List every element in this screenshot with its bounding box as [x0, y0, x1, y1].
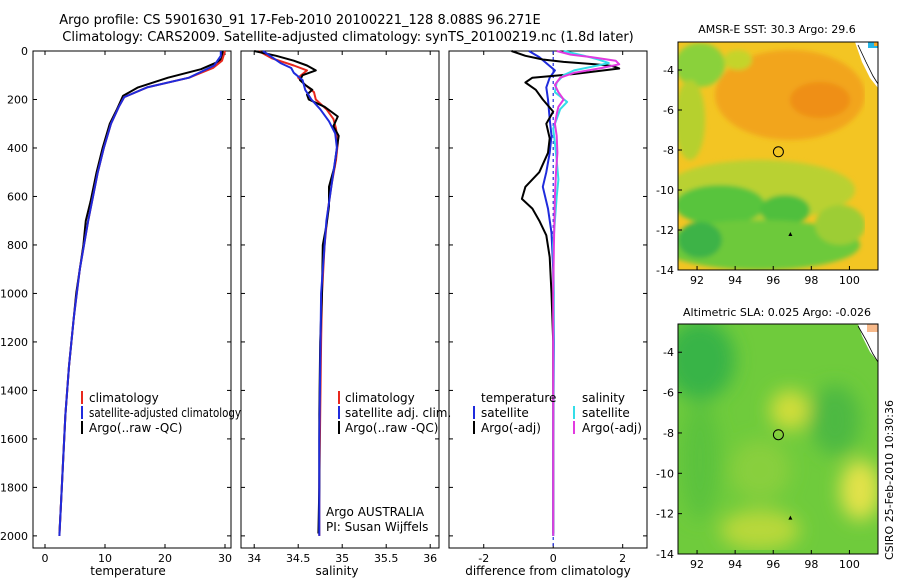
x-tick-label: 35.5: [374, 552, 399, 565]
series-line-salinity-argo-adj-: [552, 50, 621, 536]
depth-tick-label: 800: [7, 239, 28, 252]
x-tick-label: -2: [478, 552, 489, 565]
map-y-tick-label: -10: [656, 184, 674, 197]
x-tick-label: 36: [423, 552, 437, 565]
sst-map-axes: 92 94 96 98 100 -4 -6 -8 -10 -12 -14: [656, 64, 860, 287]
depth-tick-label: 1600: [0, 433, 28, 446]
difference-panel: -2 0 2: [478, 50, 626, 565]
legend-label-climatology: climatology: [89, 391, 159, 405]
legend-label-sal-argo: Argo(-adj): [582, 421, 642, 435]
salinity-panel: 34 34.5 35 35.5 36: [247, 50, 437, 565]
temperature-panel-frame: [32, 50, 232, 549]
map-x-tick-label: 100: [839, 274, 860, 287]
depth-tick-label: 1800: [0, 481, 28, 494]
map-y-tick-label: -8: [663, 427, 674, 440]
map-x-tick-label: 100: [839, 558, 860, 571]
series-line-argo-raw-qc-: [58, 50, 224, 534]
depth-tick-label: 400: [7, 142, 28, 155]
x-tick-label: 20: [158, 552, 172, 565]
map-y-tick-label: -6: [663, 387, 674, 400]
legend-header-temperature: temperature: [481, 391, 556, 405]
legend-label-temp-argo: Argo(-adj): [481, 421, 541, 435]
difference-panel-frame: [448, 50, 648, 549]
x-tick-label: 34.5: [286, 552, 311, 565]
series-line-satellite-adj-clim-: [262, 50, 338, 536]
map-y-tick-label: -12: [656, 224, 674, 237]
sst-map-title: AMSR-E SST: 30.3 Argo: 29.6: [698, 23, 856, 36]
salinity-legend: climatology satellite adj. clim. Argo(..…: [326, 391, 451, 534]
sst-map-frame: [677, 41, 879, 271]
map-x-tick-label: 92: [690, 274, 704, 287]
temperature-panel: 0 10 20 30: [42, 50, 232, 565]
sla-map-frame: [677, 323, 879, 555]
map-x-tick-label: 98: [804, 558, 818, 571]
sst-argo-position-marker: [772, 146, 784, 158]
sla-triangle-marker: [788, 515, 793, 520]
depth-tick-label: 200: [7, 93, 28, 106]
series-line-climatology: [58, 50, 226, 536]
map-x-tick-label: 94: [728, 274, 742, 287]
x-tick-label: 30: [218, 552, 232, 565]
pi-label: PI: Susan Wijffels: [326, 520, 428, 534]
depth-tick-label: 1000: [0, 287, 28, 300]
figure-title-line2: Climatology: CARS2009. Satellite-adjuste…: [62, 30, 634, 45]
map-y-tick-label: -6: [663, 104, 674, 117]
map-y-tick-label: -4: [663, 64, 674, 77]
map-x-tick-label: 96: [766, 274, 780, 287]
temperature-axis-label: temperature: [90, 564, 165, 578]
sla-map-title: Altimetric SLA: 0.025 Argo: -0.026: [683, 306, 871, 319]
legend-label-argo: Argo(..raw -QC): [345, 421, 438, 435]
depth-tick-label: 600: [7, 190, 28, 203]
legend-label-argo: Argo(..raw -QC): [89, 421, 182, 435]
map-y-tick-label: -8: [663, 144, 674, 157]
difference-axis-label: difference from climatology: [465, 564, 631, 578]
legend-label-satellite-adj: satellite adj. clim.: [345, 406, 451, 420]
map-x-tick-label: 98: [804, 274, 818, 287]
salinity-axis-label: salinity: [315, 564, 358, 578]
figure-title-line1: Argo profile: CS 5901630_91 17-Feb-2010 …: [59, 13, 541, 28]
map-y-tick-label: -12: [656, 508, 674, 521]
series-line-argo-raw-qc-: [253, 50, 340, 534]
depth-tick-label: 0: [21, 45, 28, 58]
series-line-salinity-satellite: [552, 50, 610, 536]
x-tick-label: 0: [550, 552, 557, 565]
map-x-tick-label: 92: [690, 558, 704, 571]
x-tick-label: 35: [335, 552, 349, 565]
map-y-tick-label: -14: [656, 548, 674, 561]
depth-tick-label: 2000: [0, 530, 28, 543]
depth-tick-label: 1400: [0, 384, 28, 397]
csiro-stamp: CSIRO 25-Feb-2010 10:30:36: [883, 400, 896, 560]
series-line-satellite-adjusted-climatology: [58, 51, 222, 536]
x-tick-label: 2: [619, 552, 626, 565]
depth-tick-label: 1200: [0, 336, 28, 349]
sla-map-axes: 92 94 96 98 100 -4 -6 -8 -10 -12 -14: [656, 346, 860, 571]
legend-label-sal-satellite: satellite: [582, 406, 630, 420]
x-tick-label: 10: [98, 552, 112, 565]
temperature-legend: climatology satellite-adjusted climatolo…: [81, 391, 241, 435]
map-y-tick-label: -14: [656, 264, 674, 277]
legend-label-climatology: climatology: [345, 391, 415, 405]
sst-triangle-marker: [788, 232, 793, 236]
series-line-temperature-argo-adj-: [511, 50, 621, 534]
series-line-climatology: [258, 50, 339, 536]
map-x-tick-label: 96: [766, 558, 780, 571]
legend-header-salinity: salinity: [582, 391, 625, 405]
x-tick-label: 0: [42, 552, 49, 565]
legend-label-temp-satellite: satellite: [481, 406, 529, 420]
map-y-tick-label: -10: [656, 467, 674, 480]
depth-axis: 0 200 400 600 800 1000 1200 1400 1600 1800 2000: [0, 45, 647, 543]
map-y-tick-label: -4: [663, 346, 674, 359]
sla-argo-position-marker: [772, 429, 784, 441]
sla-map-field: [678, 324, 878, 554]
sst-map-field: [678, 42, 878, 270]
map-x-tick-label: 94: [728, 558, 742, 571]
difference-legend: temperature salinity satellite Argo(-adj…: [473, 391, 642, 435]
legend-label-satellite-adjusted: satellite-adjusted climatology: [89, 406, 241, 420]
x-tick-label: 34: [247, 552, 261, 565]
argo-australia-label: Argo AUSTRALIA: [326, 505, 425, 519]
salinity-panel-frame: [240, 50, 440, 549]
